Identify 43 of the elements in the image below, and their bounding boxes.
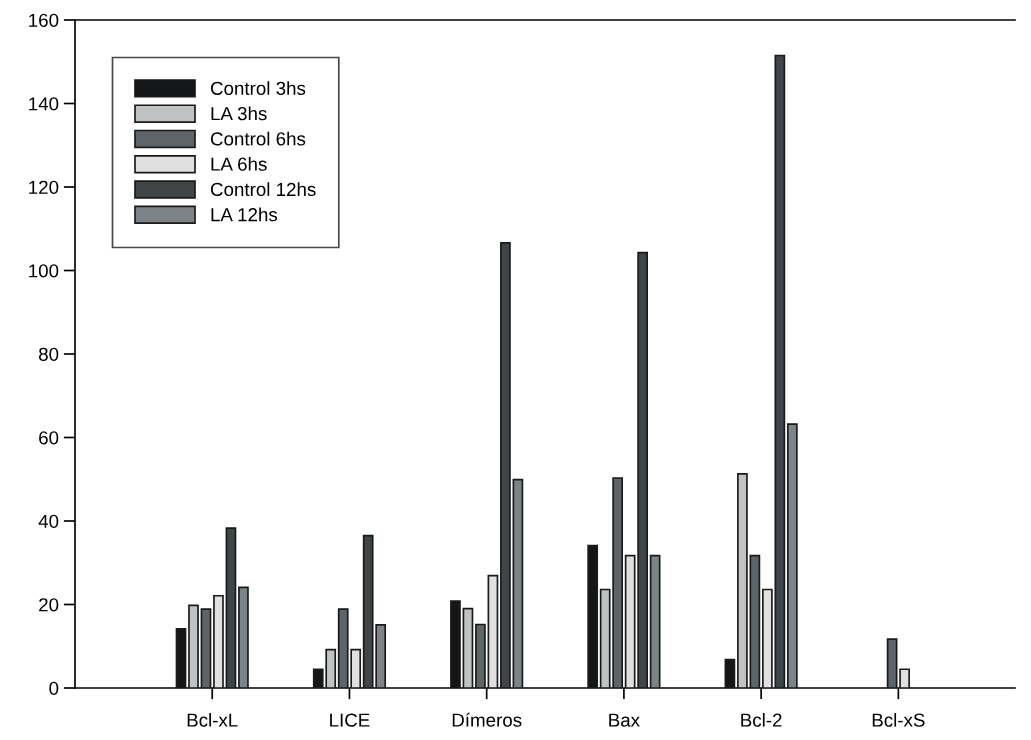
legend-label: Control 12hs bbox=[210, 182, 316, 197]
legend-label: Control 6hs bbox=[210, 131, 306, 146]
bar bbox=[737, 472, 748, 688]
y-tick-label: 20 bbox=[39, 598, 59, 612]
bar bbox=[786, 423, 798, 688]
y-tick-label: 160 bbox=[29, 13, 59, 27]
x-tick-label: LICE bbox=[330, 713, 370, 727]
bar bbox=[487, 574, 499, 688]
x-tick-label: Bax bbox=[609, 713, 640, 727]
bar bbox=[886, 638, 898, 688]
bar bbox=[899, 668, 910, 688]
bar bbox=[475, 623, 486, 688]
bar bbox=[175, 627, 187, 688]
bar bbox=[188, 604, 199, 688]
legend-label: LA 3hs bbox=[211, 106, 267, 121]
bar bbox=[724, 658, 736, 688]
legend-label: LA 12hs bbox=[211, 207, 278, 222]
y-tick-label: 80 bbox=[38, 347, 59, 361]
bar bbox=[213, 594, 224, 688]
y-tick-label: 0 bbox=[49, 681, 59, 695]
bar bbox=[462, 607, 474, 688]
bar bbox=[238, 586, 249, 688]
bar bbox=[774, 54, 786, 688]
y-tick-label: 60 bbox=[39, 431, 59, 445]
bar bbox=[762, 588, 773, 688]
y-tick-label: 120 bbox=[29, 180, 59, 194]
x-tick-label: Dímeros bbox=[452, 712, 522, 727]
bar bbox=[587, 544, 599, 688]
x-tick-label: Bcl-xL bbox=[187, 713, 238, 727]
bar bbox=[225, 527, 237, 688]
legend-label: Control 3hs bbox=[210, 81, 306, 95]
y-tick-label: 100 bbox=[29, 264, 59, 278]
y-tick-label: 140 bbox=[29, 97, 59, 111]
bar bbox=[512, 478, 524, 688]
bar bbox=[450, 600, 461, 688]
bar bbox=[749, 554, 761, 688]
x-tick-label: Bcl-2 bbox=[741, 713, 782, 727]
bar bbox=[200, 608, 212, 688]
bar bbox=[500, 242, 511, 688]
bar bbox=[649, 554, 661, 688]
x-tick-label: Bcl-xS bbox=[872, 713, 925, 727]
legend-label: LA 6hs bbox=[211, 157, 267, 171]
y-tick-label: 40 bbox=[38, 514, 59, 528]
